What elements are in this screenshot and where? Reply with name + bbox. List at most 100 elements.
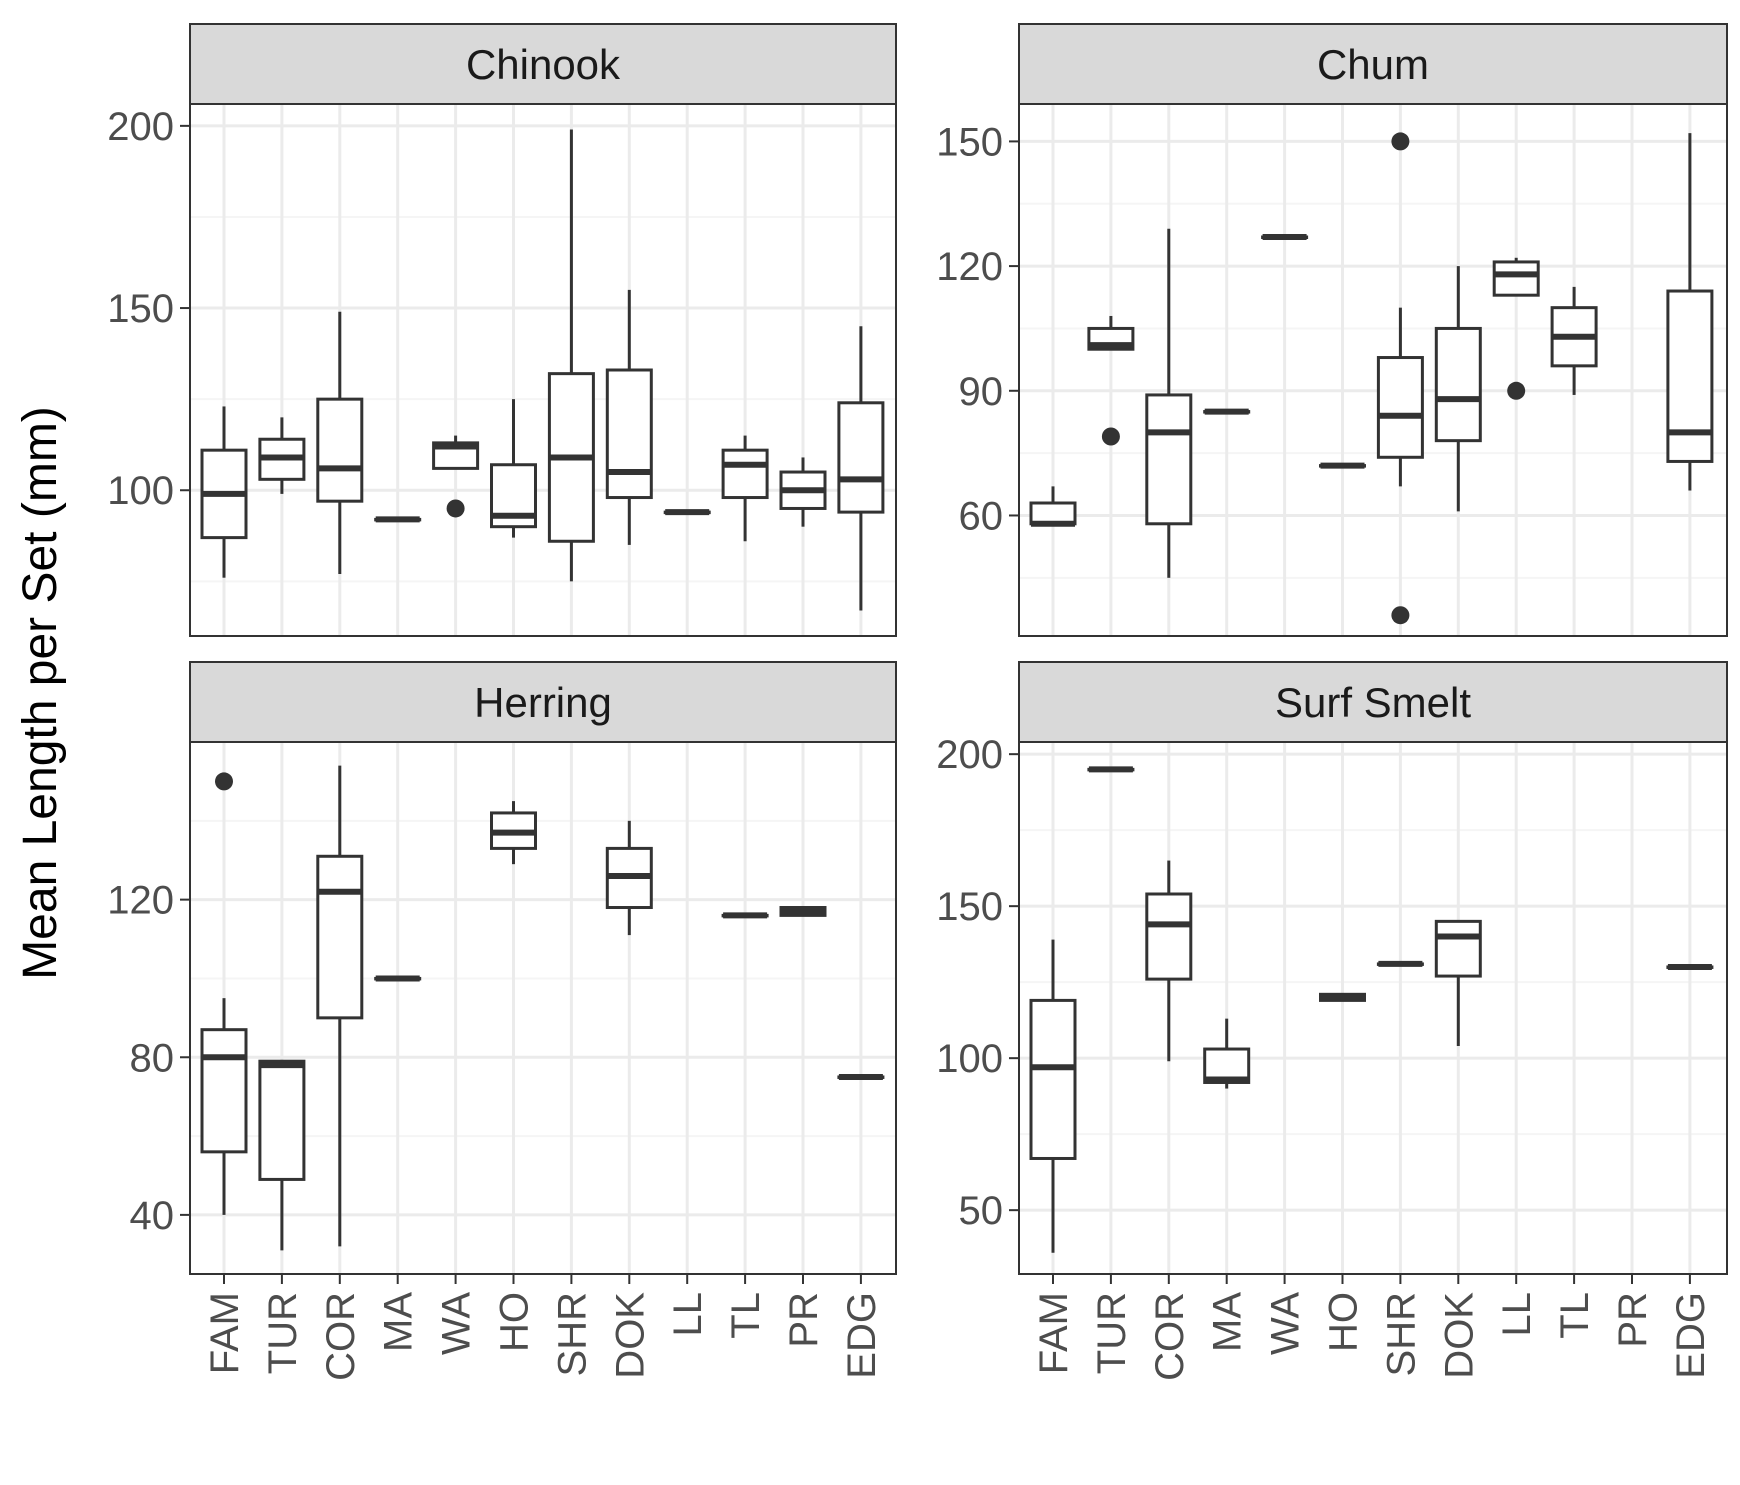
y-tick-label: 120 <box>936 245 1003 289</box>
outlier-point <box>1101 427 1120 446</box>
x-tick-label: SHR <box>1379 1292 1423 1376</box>
y-tick-label: 100 <box>936 1037 1003 1081</box>
box-iqr <box>721 448 769 500</box>
box-iqr <box>1434 919 1482 978</box>
box-fam <box>200 998 248 1215</box>
y-tick-label: 200 <box>936 733 1003 777</box>
box-iqr <box>1666 289 1714 463</box>
box-iqr <box>1376 356 1424 459</box>
y-axis-title: Mean Length per Set (mm) <box>14 406 67 980</box>
y-tick-label: 50 <box>959 1189 1004 1233</box>
x-tick-label: LL <box>1495 1292 1539 1337</box>
box-cor <box>316 765 364 1247</box>
box-tl <box>721 435 769 542</box>
panel-surf-smelt: Surf Smelt 50 100 150 200 FAM TUR COR MA WA HO SHR D… <box>936 661 1728 1381</box>
box-shr <box>1376 307 1424 487</box>
x-tick-label: FAM <box>1032 1292 1076 1374</box>
outlier-point <box>1391 132 1410 151</box>
y-tick-label: 150 <box>107 287 174 331</box>
y-tick-label: 90 <box>959 370 1004 414</box>
box-shr <box>1376 960 1424 967</box>
box-cor <box>316 311 364 575</box>
box-ma <box>1203 408 1251 415</box>
y-tick-label: 200 <box>107 105 174 149</box>
box-iqr <box>1145 892 1193 981</box>
box-iqr <box>1492 260 1540 297</box>
panel-background <box>1019 742 1727 1274</box>
x-tick-label: DOK <box>608 1292 652 1379</box>
y-tick-label: 150 <box>936 885 1003 929</box>
panel-herring: Herring 40 80 120 FAM TUR COR MA WA HO SHR DOK LL TL P… <box>107 661 897 1381</box>
x-tick-label: COR <box>319 1292 363 1381</box>
box-tur <box>1087 766 1135 773</box>
box-edg <box>837 326 885 611</box>
x-tick-label: WA <box>1264 1292 1308 1355</box>
box-dok <box>1434 266 1482 512</box>
facet-title: Chinook <box>466 41 621 88</box>
x-tick-label: FAM <box>203 1292 247 1374</box>
y-tick-label: 60 <box>959 494 1004 538</box>
x-tick-label: DOK <box>1437 1292 1481 1379</box>
x-tick-label: LL <box>666 1292 710 1337</box>
box-iqr <box>316 854 364 1020</box>
box-ma <box>374 975 422 982</box>
box-tl <box>1550 286 1598 395</box>
panel-border <box>189 103 897 637</box>
x-tick-label: TL <box>724 1292 768 1339</box>
y-tick-label: 150 <box>936 120 1003 164</box>
x-tick-label: EDG <box>1669 1292 1713 1379</box>
box-iqr <box>258 1059 306 1181</box>
box-tur <box>1087 315 1135 351</box>
box-tur <box>258 417 306 494</box>
panel-background <box>1019 104 1727 636</box>
box-dok <box>605 820 653 936</box>
box-pr <box>779 457 827 527</box>
panel-background <box>190 104 896 636</box>
box-iqr <box>1029 501 1077 526</box>
panel-border <box>1018 741 1728 1275</box>
box-iqr <box>200 1028 248 1154</box>
box-edg <box>1666 133 1714 491</box>
box-wa <box>1261 234 1309 240</box>
box-tl <box>721 912 769 919</box>
box-dok <box>605 289 653 545</box>
box-cor <box>1145 228 1193 578</box>
box-ll <box>663 509 711 516</box>
panel-chinook: Chinook 100 150 200 <box>107 23 897 637</box>
facet-title: Herring <box>474 679 612 726</box>
box-edg <box>837 1073 885 1080</box>
box-iqr <box>1029 998 1077 1160</box>
x-tick-label: EDG <box>840 1292 884 1379</box>
box-cor <box>1145 860 1193 1062</box>
box-wa <box>432 435 480 470</box>
box-dok <box>1434 919 1482 1046</box>
box-ma <box>1203 1018 1251 1089</box>
facet-title: Chum <box>1317 41 1429 88</box>
panel-background <box>190 742 896 1274</box>
box-iqr <box>605 368 653 500</box>
outlier-point <box>1507 381 1526 400</box>
box-iqr <box>1434 326 1482 443</box>
box-fam <box>1029 939 1077 1253</box>
y-tick-label: 80 <box>130 1036 175 1080</box>
facet-strip <box>189 23 897 105</box>
y-tick-label: 40 <box>130 1194 175 1238</box>
facet-strip <box>1018 23 1728 105</box>
panel-chum: Chum 60 90 120 150 <box>936 23 1728 637</box>
x-tick-label: WA <box>435 1292 479 1355</box>
facet-panels: Chinook 100 150 200 Chum 60 90 120 150 Herring 40 8… <box>107 23 1728 1381</box>
outlier-point <box>215 772 233 791</box>
box-iqr <box>316 397 364 503</box>
box-edg <box>1666 963 1714 970</box>
x-tick-label: MA <box>1206 1292 1250 1352</box>
box-tur <box>258 1059 306 1251</box>
facet-strip <box>1018 661 1728 743</box>
outlier-point <box>446 499 465 518</box>
x-tick-label: TUR <box>1090 1292 1134 1374</box>
x-tick-label: TL <box>1553 1292 1597 1339</box>
box-ll <box>1492 257 1540 297</box>
x-tick-label: COR <box>1148 1292 1192 1381</box>
box-fam <box>200 406 248 578</box>
x-tick-label: HO <box>1322 1292 1366 1352</box>
